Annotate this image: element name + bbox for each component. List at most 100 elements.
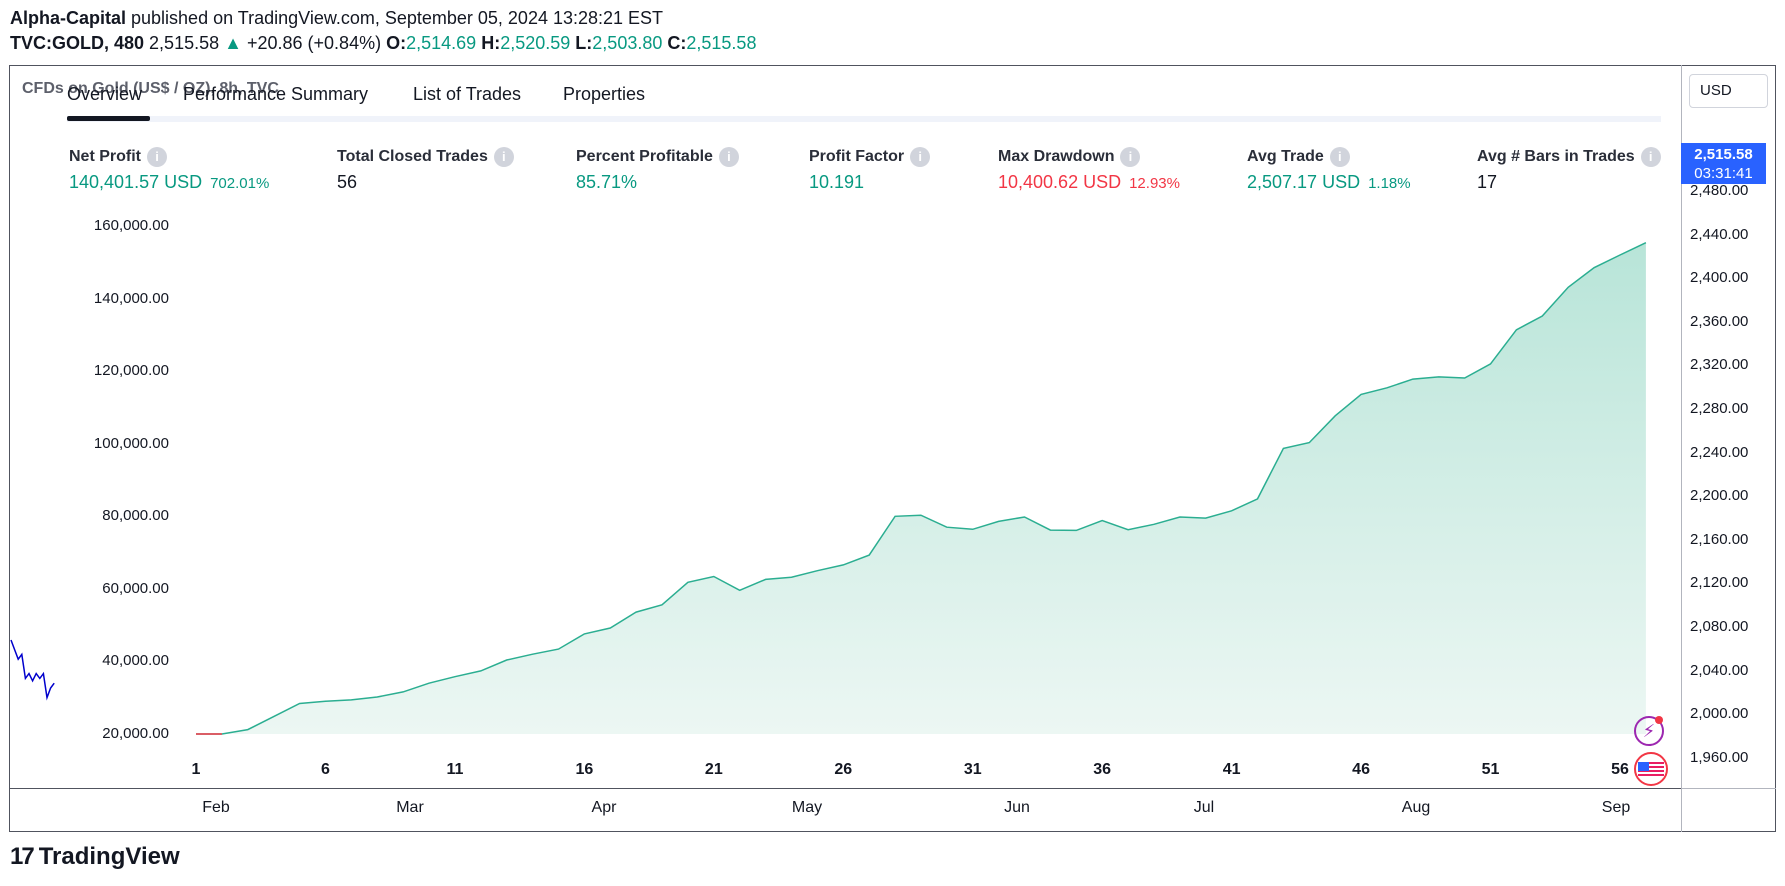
tradingview-logo-icon: 17 [10, 843, 35, 870]
active-tab-indicator [67, 116, 150, 121]
low-label: L: [575, 33, 593, 53]
stat-label: Avg # Bars in Trades [1477, 148, 1635, 165]
stat-value: 17 [1477, 172, 1498, 192]
price-change: +20.86 (+0.84%) [246, 33, 382, 53]
info-icon[interactable]: i [1329, 147, 1350, 167]
trade-tick-label: 21 [704, 761, 723, 778]
stat-percent: 12.93% [1129, 175, 1180, 192]
last-price-tag: 2,515.58 03:31:41 [1681, 143, 1766, 184]
equity-tick-label: 100,000.00 [93, 434, 169, 452]
month-label: Mar [396, 799, 424, 816]
trade-tick-label: 41 [1222, 761, 1241, 778]
trade-tick-label: 46 [1352, 761, 1370, 778]
info-icon[interactable]: i [493, 147, 514, 167]
month-label: May [791, 799, 823, 816]
stat-value: 140,401.57 USD [69, 172, 203, 192]
close-label: C: [667, 33, 687, 53]
stat-label: Avg Trade [1247, 148, 1324, 165]
tradingview-logo[interactable]: 17 TradingView [10, 843, 180, 871]
chart-frame [9, 65, 1776, 832]
high-value: 2,520.59 [500, 33, 571, 53]
info-icon[interactable]: i [1120, 147, 1141, 167]
stat-net-profit: Net Profit i 140,401.57 USD 702.01% [69, 146, 269, 193]
price-tick-label: 2,280.00 [1690, 400, 1749, 417]
tab-list-of-trades[interactable]: List of Trades [413, 84, 522, 104]
price-line [10, 639, 55, 701]
stat-total-closed-trades: Total Closed Trades i 56 [337, 146, 514, 193]
stat-percent: 702.01% [210, 175, 270, 192]
price-tick-label: 2,040.00 [1690, 661, 1749, 679]
time-axis-separator [9, 788, 1682, 789]
equity-tick-label: 160,000.00 [93, 217, 169, 234]
close-value: 2,515.58 [686, 33, 757, 53]
trade-tick-label: 51 [1481, 761, 1500, 778]
stat-percent: 1.18% [1368, 175, 1411, 192]
stat-label: Total Closed Trades [337, 148, 488, 165]
price-tick-label: 2,320.00 [1690, 356, 1749, 374]
stat-value: 56 [337, 172, 358, 192]
stat-avg-bars: Avg # Bars in Trades i 17 [1477, 146, 1661, 193]
last-price: 2,515.58 [149, 33, 220, 53]
high-label: H: [481, 33, 501, 53]
price-tick-label: 2,200.00 [1690, 487, 1749, 505]
price-tag-value: 2,515.58 [1694, 146, 1753, 163]
price-tick-label: 2,400.00 [1690, 269, 1749, 287]
stat-value: 10,400.62 USD [998, 172, 1122, 192]
equity-tick-label: 80,000.00 [102, 507, 169, 525]
trade-tick-label: 11 [446, 761, 464, 778]
lightning-icon[interactable]: ⚡ [1634, 716, 1664, 746]
equity-tick-label: 40,000.00 [102, 652, 169, 670]
currency-button[interactable]: USD [1689, 74, 1768, 108]
tab-overview[interactable]: Overview [67, 84, 143, 104]
price-tick-label: 2,360.00 [1690, 312, 1749, 330]
stat-label: Max Drawdown [998, 148, 1115, 165]
stat-label: Percent Profitable [576, 148, 713, 165]
publish-header: Alpha-Capital published on TradingView.c… [10, 6, 756, 56]
stat-profit-factor: Profit Factor i 10.191 [809, 146, 931, 193]
published-text: published on TradingView.com, September … [126, 8, 664, 28]
price-axis[interactable] [1681, 65, 1776, 832]
month-label: Aug [1401, 799, 1431, 816]
us-flag-icon[interactable] [1634, 752, 1668, 786]
equity-line [196, 242, 1647, 735]
equity-tick-label: 120,000.00 [93, 362, 169, 380]
info-icon[interactable]: i [910, 147, 931, 167]
price-tick-label: 2,440.00 [1690, 225, 1749, 243]
equity-tick-label: 20,000.00 [102, 725, 169, 742]
notification-dot [1655, 716, 1663, 724]
trade-tick-label: 6 [321, 761, 330, 778]
stat-value: 85.71% [576, 172, 638, 192]
month-label: Apr [591, 799, 617, 816]
stat-avg-trade: Avg Trade i 2,507.17 USD 1.18% [1247, 146, 1411, 193]
axis-corner-separator [1681, 788, 1776, 789]
open-label: O: [386, 33, 407, 53]
brand-name: TradingView [38, 843, 180, 870]
tab-bar-track [67, 116, 1661, 122]
equity-tick-label: 140,000.00 [93, 289, 169, 307]
info-icon[interactable]: i [718, 147, 739, 167]
trade-tick-label: 16 [575, 761, 594, 778]
info-icon[interactable]: i [1640, 147, 1661, 167]
author-name[interactable]: Alpha-Capital [10, 8, 127, 28]
month-label: Feb [202, 799, 230, 816]
equity-area [196, 242, 1646, 734]
price-tick-label: 2,480.00 [1690, 182, 1749, 199]
info-icon[interactable]: i [147, 147, 167, 167]
change-arrow-icon: ▲ [224, 33, 242, 53]
open-value: 2,514.69 [406, 33, 477, 53]
tab-performance-summary[interactable]: Performance Summary [183, 84, 369, 104]
month-label: Jun [1004, 799, 1030, 816]
stat-percent-profitable: Percent Profitable i 85.71% [576, 146, 739, 193]
stat-value: 10.191 [809, 172, 865, 192]
price-tick-label: 2,000.00 [1690, 705, 1749, 723]
trade-tick-label: 56 [1611, 761, 1629, 778]
equity-tick-label: 60,000.00 [102, 579, 169, 597]
tab-properties[interactable]: Properties [563, 84, 646, 104]
month-label: Jul [1193, 799, 1215, 816]
stat-label: Profit Factor [809, 148, 905, 165]
stat-label: Net Profit [69, 148, 141, 165]
price-tick-label: 2,080.00 [1690, 618, 1749, 635]
trade-tick-label: 26 [834, 761, 853, 778]
price-tick-label: 2,120.00 [1690, 574, 1749, 592]
